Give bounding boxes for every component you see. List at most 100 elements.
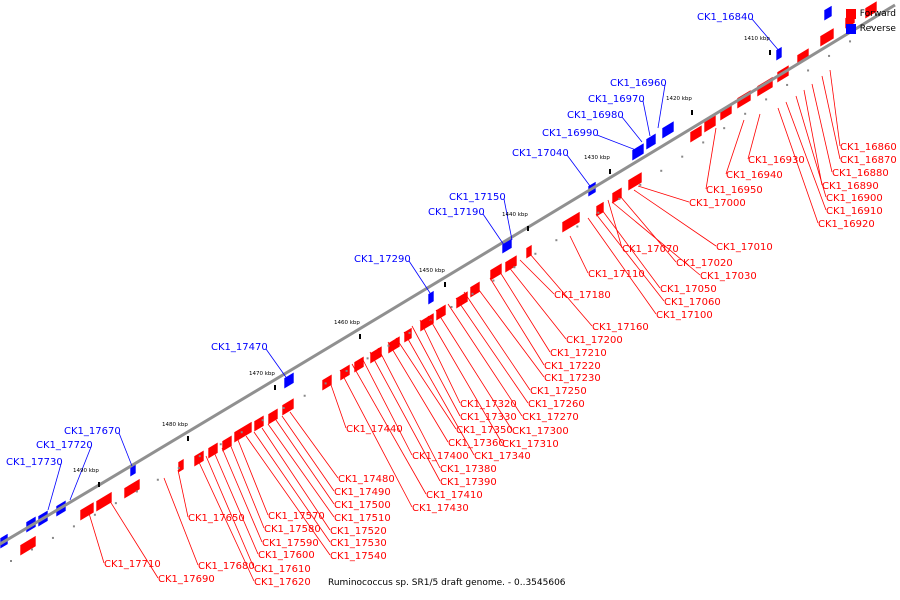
forward-gene-label: CK1_17180 bbox=[554, 290, 611, 301]
forward-leader-line bbox=[107, 497, 159, 579]
forward-gene-label: CK1_17410 bbox=[426, 490, 483, 501]
forward-gene-label: CK1_17500 bbox=[334, 500, 391, 511]
forward-gene-block bbox=[207, 441, 219, 460]
forward-leader-line bbox=[177, 469, 189, 518]
legend-reverse: Reverse bbox=[845, 21, 896, 36]
forward-gene-label: CK1_17690 bbox=[158, 574, 215, 585]
forward-gene-block bbox=[253, 414, 265, 433]
forward-leader-line bbox=[253, 431, 331, 543]
reverse-leader-line bbox=[408, 260, 433, 297]
forward-leader-line bbox=[475, 285, 545, 378]
feature-marker bbox=[786, 83, 789, 86]
forward-gene-label: CK1_16870 bbox=[840, 155, 897, 166]
feature-marker bbox=[597, 211, 600, 214]
forward-leader-line bbox=[569, 235, 589, 274]
forward-leader-line bbox=[455, 297, 529, 404]
forward-leader-line bbox=[785, 101, 827, 211]
forward-gene-block bbox=[321, 373, 333, 392]
reverse-leader-line bbox=[265, 348, 289, 381]
feature-marker bbox=[744, 112, 747, 115]
tick-label: 1420 kbp bbox=[666, 96, 692, 102]
forward-leader-line bbox=[587, 217, 657, 315]
forward-gene-block bbox=[435, 303, 447, 322]
feature-marker bbox=[807, 69, 810, 72]
reverse-leader-line bbox=[642, 100, 651, 137]
forward-gene-label: CK1_17330 bbox=[460, 412, 517, 423]
feature-marker bbox=[366, 357, 369, 360]
forward-gene-block bbox=[79, 501, 95, 522]
reverse-gene-label: CK1_16960 bbox=[610, 78, 667, 89]
forward-gene-label: CK1_17110 bbox=[588, 269, 645, 280]
forward-gene-label: CK1_17620 bbox=[254, 577, 311, 588]
forward-gene-block bbox=[95, 490, 113, 513]
forward-gene-block bbox=[819, 27, 835, 48]
forward-leader-line bbox=[221, 447, 263, 543]
forward-leader-line bbox=[619, 195, 677, 263]
forward-gene-label: CK1_16880 bbox=[832, 168, 889, 179]
feature-marker bbox=[177, 466, 180, 469]
reverse-leader-line bbox=[503, 198, 513, 241]
feature-marker bbox=[723, 127, 726, 130]
forward-gene-label: CK1_17360 bbox=[448, 438, 505, 449]
feature-marker bbox=[450, 305, 453, 308]
forward-gene-label: CK1_17250 bbox=[530, 386, 587, 397]
forward-gene-label: CK1_17270 bbox=[522, 412, 579, 423]
forward-gene-label: CK1_17030 bbox=[700, 271, 757, 282]
forward-gene-label: CK1_17160 bbox=[592, 322, 649, 333]
forward-gene-label: CK1_17200 bbox=[566, 335, 623, 346]
forward-leader-line bbox=[611, 201, 701, 276]
feature-marker bbox=[576, 225, 579, 228]
forward-gene-label: CK1_17050 bbox=[660, 284, 717, 295]
forward-gene-block bbox=[689, 124, 703, 144]
forward-gene-block bbox=[281, 397, 295, 417]
genome-caption: Ruminococcus sp. SR1/5 draft genome. - 0… bbox=[328, 578, 566, 588]
forward-leader-line bbox=[435, 309, 513, 431]
forward-gene-label: CK1_16860 bbox=[840, 142, 897, 153]
tick-label: 1470 kbp bbox=[249, 371, 275, 377]
feature-marker bbox=[828, 54, 831, 57]
forward-leader-line bbox=[601, 209, 661, 289]
forward-leader-line bbox=[361, 357, 413, 456]
forward-gene-block bbox=[267, 407, 279, 426]
forward-leader-line bbox=[369, 351, 441, 482]
reverse-gene-block bbox=[283, 371, 295, 390]
forward-gene-block bbox=[504, 254, 518, 274]
forward-leader-line bbox=[705, 127, 717, 190]
forward-gene-block bbox=[177, 457, 185, 474]
reverse-gene-block bbox=[645, 132, 657, 151]
forward-gene-block bbox=[353, 355, 365, 374]
tick-mark bbox=[691, 110, 693, 115]
reverse-gene-label: CK1_16840 bbox=[697, 12, 754, 23]
forward-gene-label: CK1_17390 bbox=[440, 477, 497, 488]
forward-gene-label: CK1_16940 bbox=[726, 170, 783, 181]
tick-label: 1460 kbp bbox=[334, 320, 360, 326]
legend-forward: Forward bbox=[845, 6, 896, 21]
forward-gene-label: CK1_17220 bbox=[544, 361, 601, 372]
forward-leader-line bbox=[275, 419, 335, 505]
forward-leader-line bbox=[339, 369, 413, 508]
forward-leader-line bbox=[519, 259, 555, 295]
feature-marker bbox=[471, 292, 474, 295]
forward-leader-line bbox=[351, 363, 427, 495]
tick-mark bbox=[527, 226, 529, 231]
forward-leader-line bbox=[229, 443, 265, 529]
forward-gene-block bbox=[403, 326, 413, 344]
feature-marker bbox=[618, 197, 621, 200]
forward-gene-block bbox=[595, 200, 605, 218]
forward-leader-line bbox=[395, 337, 457, 430]
forward-gene-block bbox=[611, 186, 623, 205]
feature-marker bbox=[702, 141, 705, 144]
forward-leader-line bbox=[419, 319, 461, 404]
forward-leader-line bbox=[281, 415, 335, 492]
forward-gene-label: CK1_16950 bbox=[706, 185, 763, 196]
feature-marker bbox=[324, 382, 327, 385]
forward-leader-line bbox=[205, 455, 255, 569]
forward-gene-label: CK1_17340 bbox=[474, 451, 531, 462]
forward-leader-line bbox=[213, 451, 259, 555]
feature-marker bbox=[408, 331, 411, 334]
reverse-gene-label: CK1_17470 bbox=[211, 342, 268, 353]
forward-gene-label: CK1_17580 bbox=[264, 524, 321, 535]
feature-marker bbox=[849, 40, 852, 43]
forward-gene-label: CK1_17060 bbox=[664, 297, 721, 308]
